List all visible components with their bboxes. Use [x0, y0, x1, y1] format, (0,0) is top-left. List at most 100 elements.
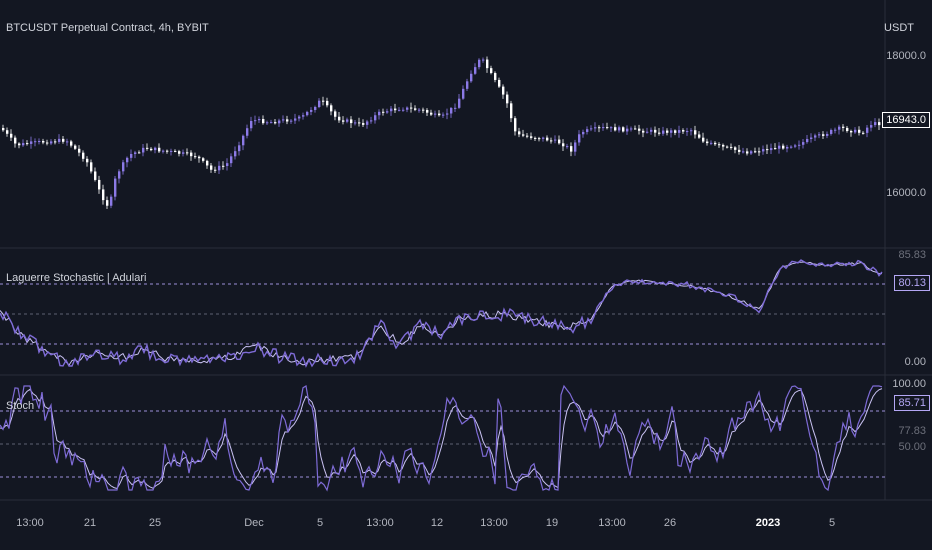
candle-body	[690, 130, 693, 132]
candle-body	[458, 98, 461, 108]
candle-body	[558, 139, 561, 144]
candle-body	[618, 127, 621, 131]
last-price-tag: 16943.0	[882, 112, 930, 128]
candle-body	[782, 145, 785, 149]
laguerre-axis-bottom: 0.00	[904, 356, 926, 368]
candle-body	[250, 121, 253, 129]
candle-body	[146, 147, 149, 149]
candle-body	[710, 142, 713, 144]
candle-body	[650, 129, 653, 132]
candle-body	[574, 142, 577, 152]
candle-body	[538, 138, 541, 140]
candle-body	[306, 111, 309, 116]
candle-body	[338, 116, 341, 121]
candle-body	[738, 149, 741, 152]
candle-body	[850, 130, 853, 133]
time-axis-label: Dec	[244, 517, 264, 529]
candle-body	[622, 127, 625, 132]
candle-body	[258, 119, 261, 121]
candle-body	[322, 100, 325, 102]
candle-body	[246, 128, 249, 136]
stoch-indicator-title[interactable]: Stoch	[6, 400, 35, 412]
candle-body	[514, 118, 517, 132]
candle-body	[242, 135, 245, 146]
candle-body	[150, 148, 153, 151]
candle-body	[730, 146, 733, 148]
time-axis-label: 12	[430, 517, 444, 529]
candle-body	[874, 122, 877, 126]
candle-body	[118, 171, 121, 179]
candle-body	[482, 59, 485, 61]
candle-body	[410, 107, 413, 109]
candle-body	[98, 179, 101, 190]
candle-body	[254, 120, 257, 122]
candle-body	[706, 141, 709, 144]
candle-body	[282, 119, 285, 121]
candle-body	[634, 128, 637, 130]
candle-body	[642, 130, 645, 133]
candle-body	[222, 165, 225, 167]
time-axis-label: 21	[83, 517, 97, 529]
candle-body	[570, 146, 573, 152]
candle-body	[50, 141, 53, 144]
candle-body	[802, 142, 805, 145]
candle-body	[734, 147, 737, 150]
candle-body	[702, 137, 705, 142]
candle-body	[450, 108, 453, 114]
candle-body	[422, 109, 425, 111]
candle-body	[358, 122, 361, 124]
candle-body	[290, 120, 293, 122]
time-axis-label: 13:00	[16, 517, 44, 529]
laguerre-indicator-title[interactable]: Laguerre Stochastic | Adulari	[6, 272, 147, 284]
candle-body	[742, 151, 745, 153]
candle-body	[854, 129, 857, 133]
candle-body	[466, 81, 469, 89]
candle-body	[858, 129, 861, 133]
candle-body	[530, 136, 533, 138]
candle-body	[830, 129, 833, 134]
candle-body	[302, 115, 305, 117]
candle-body	[586, 129, 589, 132]
candle-body	[70, 141, 73, 146]
candle-body	[522, 134, 525, 136]
candle-body	[142, 147, 145, 153]
candle-body	[406, 107, 409, 110]
candle-body	[30, 141, 33, 144]
candle-body	[54, 141, 57, 143]
candle-body	[562, 143, 565, 147]
candle-body	[878, 122, 881, 126]
candle-body	[842, 126, 845, 128]
candle-body	[722, 144, 725, 147]
time-axis-label: 19	[545, 517, 559, 529]
candle-body	[202, 158, 205, 161]
candle-body	[330, 105, 333, 112]
candle-body	[714, 142, 717, 145]
candle-body	[550, 140, 553, 142]
candle-body	[110, 196, 113, 206]
candle-body	[370, 120, 373, 122]
candle-body	[506, 94, 509, 104]
candle-body	[774, 148, 777, 150]
candle-body	[718, 144, 721, 146]
candle-body	[38, 140, 41, 142]
candle-body	[414, 108, 417, 110]
laguerre-value-tag: 80.13	[894, 275, 930, 291]
time-axis-label: 26	[663, 517, 677, 529]
candle-body	[846, 127, 849, 131]
candle-body	[678, 130, 681, 133]
price-axis-label: 18000.0	[886, 50, 926, 62]
time-axis-label: 25	[148, 517, 162, 529]
candle-body	[494, 73, 497, 80]
candle-body	[518, 131, 521, 135]
candle-body	[762, 149, 765, 152]
candle-body	[378, 111, 381, 116]
candle-body	[194, 156, 197, 158]
stoch-d-line	[0, 388, 883, 490]
candle-body	[746, 151, 749, 154]
candle-body	[610, 127, 613, 129]
candle-body	[178, 151, 181, 154]
candle-body	[686, 131, 689, 133]
candle-body	[390, 108, 393, 112]
candle-body	[26, 143, 29, 145]
